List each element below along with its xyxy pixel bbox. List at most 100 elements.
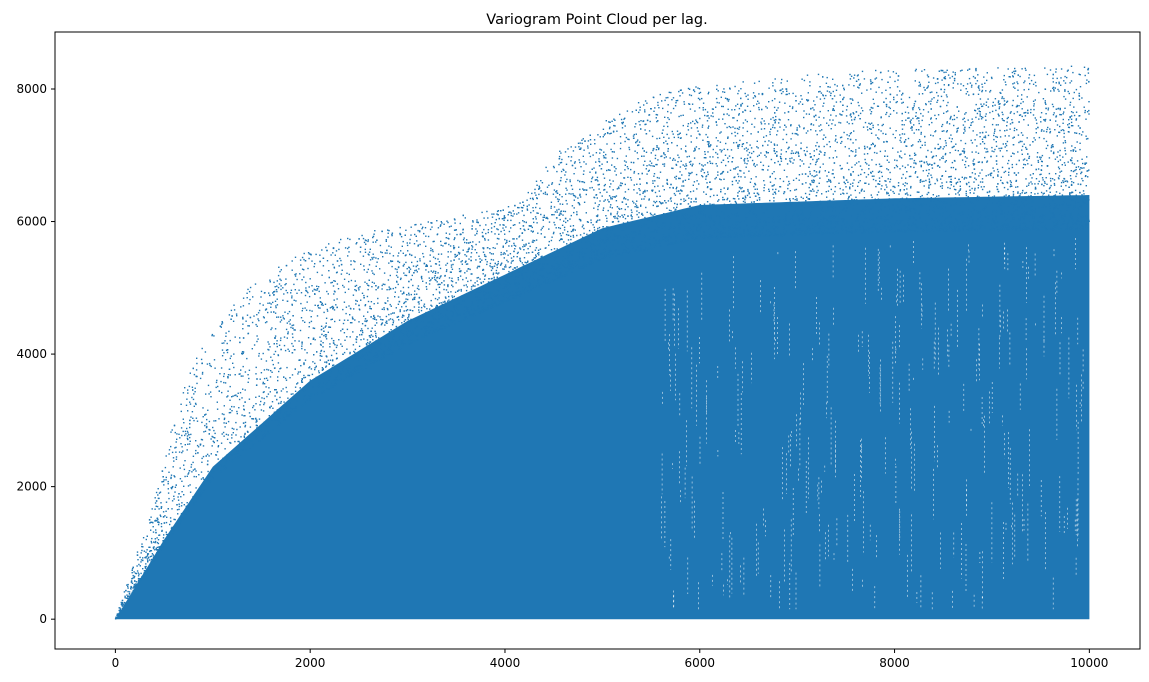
data-point	[276, 280, 278, 282]
data-point	[616, 213, 618, 215]
data-point	[872, 178, 875, 181]
data-point	[1071, 181, 1073, 183]
data-point	[723, 226, 725, 228]
data-point	[523, 204, 525, 207]
data-point	[502, 224, 504, 226]
data-point	[634, 206, 636, 208]
data-point	[325, 334, 328, 336]
data-point	[367, 268, 369, 271]
data-point	[654, 201, 656, 204]
data-point	[684, 199, 687, 202]
data-point	[861, 168, 863, 171]
data-point	[1008, 171, 1010, 174]
data-point	[1019, 114, 1022, 116]
data-point	[253, 315, 255, 317]
data-point	[525, 243, 527, 245]
data-point	[605, 120, 607, 122]
data-point	[614, 235, 616, 237]
data-point	[519, 259, 521, 261]
data-point	[296, 400, 298, 402]
data-point	[1058, 90, 1060, 92]
data-point	[213, 470, 215, 472]
data-point	[536, 184, 538, 186]
data-point	[155, 505, 157, 507]
data-point	[224, 467, 227, 470]
data-point	[714, 205, 717, 208]
data-point	[172, 533, 174, 535]
data-point	[1075, 194, 1077, 196]
data-point	[1023, 158, 1026, 160]
data-point	[796, 198, 798, 200]
data-point	[1028, 207, 1031, 209]
data-point	[731, 213, 733, 215]
data-point	[777, 107, 779, 109]
data-point	[290, 292, 292, 294]
data-point	[258, 309, 261, 312]
data-point	[939, 206, 941, 208]
data-point	[359, 357, 361, 359]
data-point	[987, 174, 990, 176]
data-point	[985, 104, 987, 106]
data-point	[1011, 202, 1013, 204]
data-point	[392, 287, 394, 290]
data-point	[822, 95, 825, 97]
data-point	[612, 189, 614, 191]
data-point	[276, 290, 278, 293]
data-point	[763, 180, 765, 182]
data-point	[507, 206, 510, 208]
data-point	[264, 321, 267, 324]
data-point	[565, 271, 567, 273]
data-point	[407, 317, 409, 319]
data-point	[985, 113, 987, 115]
data-point	[556, 261, 558, 264]
data-point	[565, 221, 567, 224]
data-point	[823, 117, 825, 119]
data-point	[926, 74, 929, 76]
data-point	[766, 107, 768, 109]
data-point	[453, 247, 455, 250]
data-point	[466, 270, 468, 272]
data-point	[526, 209, 529, 211]
data-point	[302, 320, 304, 322]
data-point	[721, 233, 723, 235]
data-point	[1080, 224, 1082, 227]
data-point	[1025, 111, 1027, 114]
data-point	[858, 161, 860, 163]
data-point	[827, 228, 830, 230]
data-point	[661, 155, 663, 157]
data-point	[912, 108, 914, 111]
data-point	[826, 122, 828, 124]
data-point	[439, 292, 441, 294]
data-point	[792, 198, 794, 200]
data-point	[183, 485, 185, 487]
data-point	[253, 435, 255, 437]
data-point	[813, 109, 815, 111]
data-point	[160, 545, 163, 547]
data-point	[590, 250, 593, 253]
data-point	[916, 200, 919, 202]
data-point	[389, 303, 391, 306]
data-point	[979, 217, 981, 219]
data-point	[280, 402, 282, 404]
data-point	[929, 183, 932, 186]
data-point	[1043, 137, 1045, 140]
data-point	[886, 155, 889, 157]
data-point	[1026, 211, 1028, 213]
data-point	[723, 228, 725, 230]
data-point	[797, 234, 799, 236]
data-point	[342, 308, 344, 311]
data-point	[636, 152, 638, 154]
data-point	[133, 583, 135, 586]
data-point	[743, 160, 746, 162]
data-point	[491, 297, 493, 299]
data-point	[336, 306, 338, 309]
data-point	[503, 287, 505, 289]
data-point	[968, 208, 970, 210]
data-point	[881, 124, 883, 127]
data-point	[565, 171, 567, 173]
data-point	[815, 130, 817, 132]
data-point	[258, 352, 260, 355]
data-point	[743, 172, 745, 174]
data-point	[772, 193, 774, 195]
data-point	[976, 112, 979, 115]
